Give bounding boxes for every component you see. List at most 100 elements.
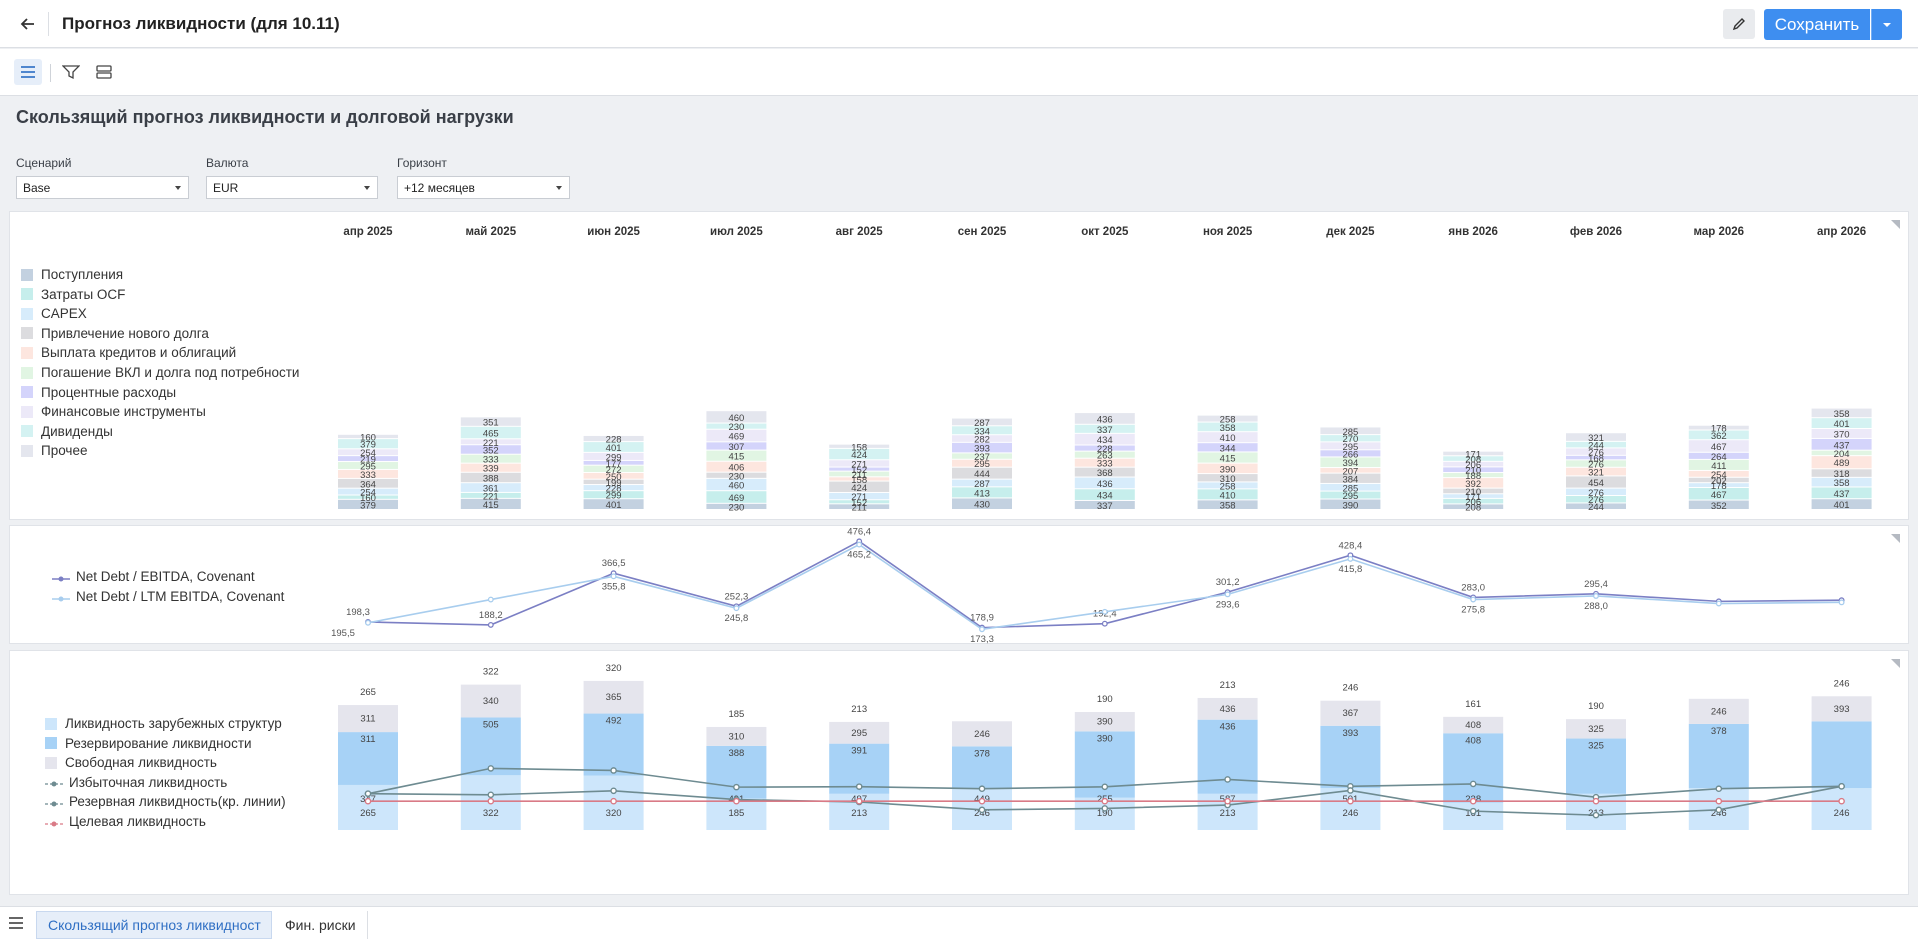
bar-segment[interactable] [583,713,644,776]
bar-segment[interactable] [1811,408,1872,418]
data-point[interactable] [978,785,986,793]
bar-segment[interactable] [338,439,398,449]
bar-segment[interactable] [706,726,767,746]
bar-segment[interactable] [1566,496,1626,503]
bar-segment[interactable] [460,463,521,472]
bar-segment[interactable] [460,498,521,509]
bar-segment[interactable] [1566,719,1626,739]
data-point[interactable] [978,806,986,814]
bar-segment[interactable] [1074,489,1135,500]
bar-segment[interactable] [1688,452,1749,459]
scenario-select[interactable]: Base [16,176,189,199]
bar-segment[interactable] [1443,498,1504,504]
bar-segment[interactable] [952,467,1012,479]
legend-item[interactable]: Прочее [21,443,87,458]
save-dropdown-button[interactable] [1871,9,1902,40]
data-point[interactable] [856,541,863,548]
bar-segment[interactable] [460,445,521,454]
data-point[interactable] [1101,805,1109,812]
bar-segment[interactable] [1074,433,1135,445]
data-point[interactable] [364,790,372,797]
data-point[interactable] [1593,593,1599,599]
data-point[interactable] [855,797,863,805]
data-point[interactable] [610,787,617,795]
legend-item[interactable]: Финансовые инструменты [21,404,206,419]
back-arrow-icon[interactable] [16,12,40,36]
bar-segment[interactable] [583,499,644,509]
data-point[interactable] [733,605,740,612]
bar-segment[interactable] [706,450,767,461]
bar-segment[interactable] [1197,463,1258,474]
bar-segment[interactable] [1566,460,1626,467]
bar-segment[interactable] [1688,483,1749,487]
bar-segment[interactable] [829,477,890,481]
bar-segment[interactable] [1197,443,1258,452]
bar-segment[interactable] [1074,467,1135,477]
legend-item[interactable]: Net Debt / EBITDA, Covenant [52,569,255,584]
bar-segment[interactable] [1320,483,1381,491]
legend-item[interactable]: Резервная ликвидность(кр. линии) [45,794,286,809]
legend-item[interactable]: Привлечение нового долга [21,326,209,341]
resize-corner-icon[interactable] [1891,534,1900,543]
bar-segment[interactable] [338,449,398,456]
data-point[interactable] [487,765,495,772]
bar-segment[interactable] [1688,459,1749,470]
bar-segment[interactable] [583,442,644,452]
data-point[interactable] [1469,807,1477,815]
data-point[interactable] [487,596,494,603]
bar-segment[interactable] [952,426,1012,435]
bar-segment[interactable] [706,411,767,423]
edit-button[interactable] [1723,9,1755,39]
bar-segment[interactable] [952,487,1012,498]
bar-segment[interactable] [1443,494,1504,498]
bar-segment[interactable] [460,417,521,426]
bar-segment[interactable] [1443,451,1504,456]
menu-icon[interactable] [8,916,26,934]
data-point[interactable] [1347,787,1354,794]
bar-segment[interactable] [583,491,644,499]
bar-segment[interactable] [1566,448,1626,455]
bar-segment[interactable] [1566,488,1626,496]
bar-segment[interactable] [1443,478,1504,488]
legend-item[interactable]: Свободная ликвидность [45,755,217,770]
data-point[interactable] [610,573,617,580]
bar-segment[interactable] [460,426,521,439]
bar-segment[interactable] [1566,503,1626,509]
bar-segment[interactable] [706,472,767,478]
bar-segment[interactable] [829,471,890,477]
legend-item[interactable]: Поступления [21,267,123,282]
bar-segment[interactable] [583,465,644,472]
bar-segment[interactable] [1320,457,1381,468]
data-point[interactable] [1347,555,1354,562]
legend-item[interactable]: Затраты OCF [21,287,125,302]
bar-segment[interactable] [829,448,890,460]
save-button[interactable]: Сохранить [1764,9,1870,40]
bar-segment[interactable] [952,459,1012,467]
data-point[interactable] [979,626,985,633]
bar-segment[interactable] [1566,441,1626,448]
bar-segment[interactable] [338,499,398,509]
data-point[interactable] [1470,596,1477,603]
bar-segment[interactable] [338,732,398,785]
bar-segment[interactable] [1320,468,1381,473]
bar-segment[interactable] [952,418,1012,426]
bar-segment[interactable] [829,721,890,744]
data-point[interactable] [1715,806,1723,814]
data-point[interactable] [487,797,495,805]
data-point[interactable] [733,783,740,791]
bar-segment[interactable] [1688,500,1749,509]
bar-segment[interactable] [1811,477,1872,487]
data-point[interactable] [1224,591,1231,598]
layout-button[interactable] [90,59,118,85]
bar-segment[interactable] [1197,422,1258,432]
bar-segment[interactable] [1320,788,1381,830]
bar-segment[interactable] [338,434,398,439]
legend-item[interactable]: Процентные расходы [21,385,176,400]
data-point[interactable] [1101,797,1109,805]
bar-segment[interactable] [338,705,398,733]
data-point[interactable] [1715,600,1722,607]
bar-segment[interactable] [1320,473,1381,483]
bar-segment[interactable] [1443,473,1504,478]
bar-segment[interactable] [583,452,644,460]
bar-segment[interactable] [338,469,398,478]
